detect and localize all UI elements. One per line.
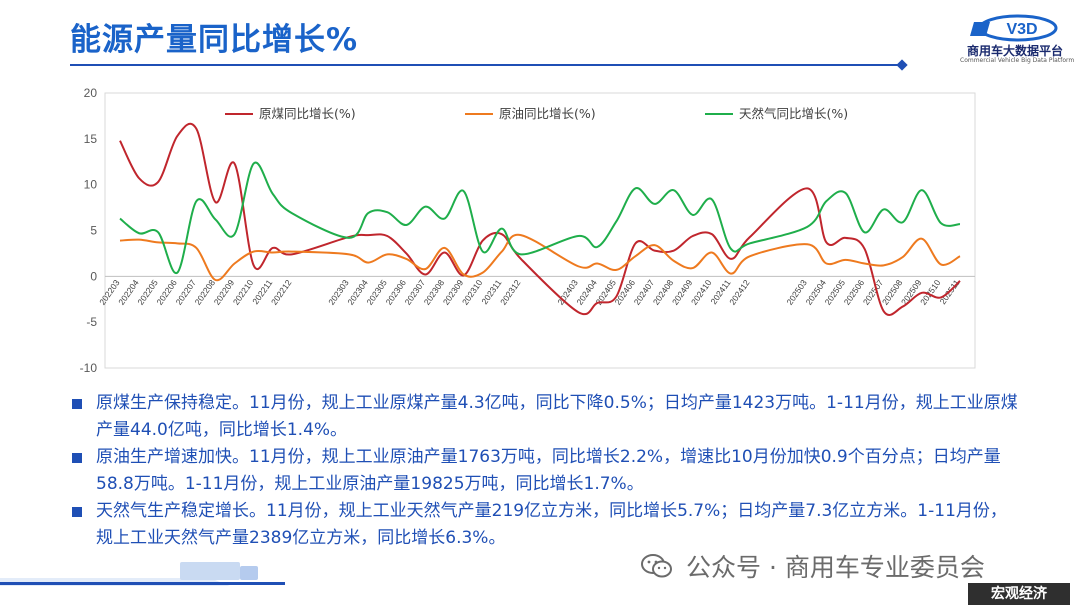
bullet-square-icon bbox=[72, 453, 82, 463]
y-tick-label: 0 bbox=[90, 269, 97, 283]
y-tick-label: -10 bbox=[80, 361, 98, 375]
wechat-icon bbox=[641, 554, 672, 578]
bullet-oil: 原油生产增速加快。11月份，规上工业原油产量1763万吨，同比增长2.2%，增速… bbox=[70, 444, 1020, 498]
logo-mark-text: V3D bbox=[1006, 21, 1037, 38]
category-tag: 宏观经济 bbox=[968, 583, 1070, 605]
platform-logo: V3D 商用车大数据平台 Commercial Vehicle Big Data… bbox=[960, 12, 1075, 68]
bullet-coal: 原煤生产保持稳定。11月份，规上工业原煤产量4.3亿吨，同比下降0.5%；日均产… bbox=[70, 390, 1020, 444]
legend-label: 原油同比增长(%) bbox=[499, 106, 596, 121]
y-tick-label: 5 bbox=[90, 224, 97, 238]
bullet-text: 天然气生产稳定增长。11月份，规上工业天然气产量219亿立方米，同比增长5.7%… bbox=[96, 501, 1007, 548]
bullet-gas: 天然气生产稳定增长。11月份，规上工业天然气产量219亿立方米，同比增长5.7%… bbox=[70, 498, 1020, 552]
truck-logo-icon: V3D bbox=[970, 14, 1058, 42]
bullet-text: 原煤生产保持稳定。11月份，规上工业原煤产量4.3亿吨，同比下降0.5%；日均产… bbox=[96, 393, 1018, 440]
y-tick-label: 15 bbox=[84, 132, 98, 146]
logo-subtitle: Commercial Vehicle Big Data Platform bbox=[960, 57, 1075, 64]
logo-name: 商用车大数据平台 bbox=[966, 44, 1063, 58]
page-title: 能源产量同比增长% bbox=[70, 22, 359, 58]
bullet-text: 原油生产增速加快。11月份，规上工业原油产量1763万吨，同比增长2.2%，增速… bbox=[96, 447, 1001, 494]
title-underline-end-marker bbox=[896, 59, 908, 71]
energy-yoy-line-chart: -10-505101520202203202204202205202206202… bbox=[80, 86, 976, 375]
series-line-0 bbox=[119, 122, 961, 316]
series-line-1 bbox=[119, 233, 961, 282]
title-underline bbox=[70, 64, 904, 66]
summary-bullets: 原煤生产保持稳定。11月份，规上工业原煤产量4.3亿吨，同比下降0.5%；日均产… bbox=[70, 390, 1020, 552]
truck-decoration-icon bbox=[0, 562, 285, 586]
y-tick-label: -5 bbox=[86, 315, 97, 329]
watermark-text: 公众号 · 商用车专业委员会 bbox=[686, 553, 985, 582]
series-line-2 bbox=[119, 161, 961, 274]
x-tick-label: 202212 bbox=[269, 278, 294, 307]
wechat-watermark: 公众号 · 商用车专业委员会 bbox=[640, 548, 985, 584]
legend-label: 天然气同比增长(%) bbox=[739, 106, 848, 121]
bullet-square-icon bbox=[72, 399, 82, 409]
y-tick-label: 10 bbox=[84, 178, 98, 192]
x-tick-label: 202412 bbox=[727, 278, 752, 307]
bullet-square-icon bbox=[72, 507, 82, 517]
plot-area-frame bbox=[104, 92, 976, 369]
legend-label: 原煤同比增长(%) bbox=[259, 106, 356, 121]
x-tick-label: 202312 bbox=[498, 278, 523, 307]
y-tick-label: 20 bbox=[84, 86, 98, 100]
